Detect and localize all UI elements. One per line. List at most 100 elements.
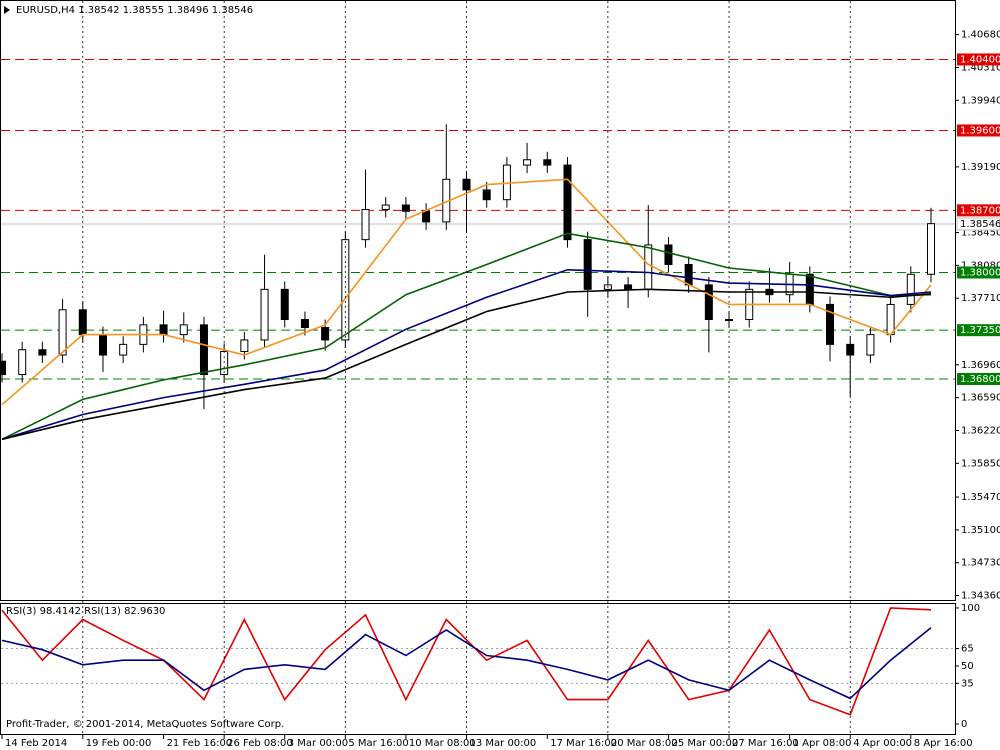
candle-body xyxy=(260,288,269,341)
level-label-box xyxy=(957,372,1000,385)
y-tick-label: 1.39190 xyxy=(961,162,1000,173)
candle-body xyxy=(98,334,107,356)
candle-body xyxy=(381,204,390,210)
x-tick-label: 21 Feb 16:00 xyxy=(167,738,233,749)
candle-body xyxy=(38,349,47,356)
x-tick-label: 27 Mar 16:00 xyxy=(732,738,799,749)
price-panel: 1.40680 1.40310 1.39940 1.39190 1.38450 1.380… xyxy=(0,30,1000,602)
x-tick-label: 13 Mar 00:00 xyxy=(470,738,537,749)
level-label-box xyxy=(957,324,1000,337)
candle-body xyxy=(179,324,188,336)
level-label: 1.38000 xyxy=(960,267,1000,278)
x-tick-label: 3 Mar 00:00 xyxy=(288,738,348,749)
level-label-box xyxy=(957,53,1000,66)
candle-body xyxy=(583,239,592,290)
candle-body xyxy=(684,263,693,286)
candle-body xyxy=(199,324,208,376)
last-price-label: 1.38546 xyxy=(960,219,1000,230)
line-series xyxy=(1,178,932,406)
candle-body xyxy=(119,343,128,356)
candle-body xyxy=(482,189,491,201)
candle-body xyxy=(543,159,552,166)
candle-body xyxy=(846,343,855,356)
title-icon xyxy=(4,6,10,14)
candle-body xyxy=(805,273,814,305)
x-tick-label: 14 Feb 2014 xyxy=(5,738,67,749)
y-tick-label: 65 xyxy=(961,644,974,655)
chart-title: EURUSD,H4 1.38542 1.38555 1.38496 1.3854… xyxy=(16,5,253,16)
y-tick-label: 1.36590 xyxy=(961,393,1000,404)
x-tick-label: 17 Mar 16:00 xyxy=(550,738,617,749)
candle-body xyxy=(401,204,410,212)
line-series xyxy=(1,268,932,441)
watermark: Profit-Trader, © 2001-2014, MetaQuotes S… xyxy=(6,719,284,730)
last-price-box xyxy=(956,217,1000,231)
y-tick-label: 1.35850 xyxy=(961,458,1000,469)
level-label: 1.38700 xyxy=(960,205,1000,216)
line-series xyxy=(1,288,932,441)
y-tick-label: 100 xyxy=(961,603,980,614)
candle-body xyxy=(58,309,67,356)
candle-body xyxy=(159,324,168,336)
candle-body xyxy=(300,319,309,329)
level-label: 1.36800 xyxy=(960,374,1000,385)
y-tick-label: 35 xyxy=(961,678,974,689)
candle-body xyxy=(341,239,350,341)
candle-body xyxy=(866,334,875,356)
y-tick-label: 1.40310 xyxy=(961,62,1000,73)
candle-body xyxy=(321,327,330,341)
x-tick-label: 10 Mar 08:00 xyxy=(409,738,476,749)
y-tick-label: 1.37710 xyxy=(961,293,1000,304)
candle-body xyxy=(280,288,289,321)
candle-body xyxy=(422,210,431,223)
candle-body xyxy=(240,339,249,352)
y-tick-label: 1.34360 xyxy=(961,591,1000,602)
candle-body xyxy=(18,349,27,376)
level-label: 1.37350 xyxy=(960,325,1000,336)
x-tick-label: 8 Apr 16:00 xyxy=(914,738,973,749)
candle-body xyxy=(0,360,6,376)
candle-body xyxy=(523,159,532,166)
rsi-title: RSI(3) 98.4142 RSI(13) 82.9630 xyxy=(6,606,165,617)
y-tick-label: 0 xyxy=(961,719,967,730)
y-tick-label: 1.34730 xyxy=(961,558,1000,569)
line-series xyxy=(1,232,932,441)
y-tick-label: 1.39940 xyxy=(961,95,1000,106)
candle-body xyxy=(826,303,835,345)
y-tick-label: 1.38450 xyxy=(961,228,1000,239)
candle-body xyxy=(563,164,572,241)
y-tick-label: 1.36220 xyxy=(961,425,1000,436)
x-tick-label: 20 Mar 08:00 xyxy=(611,738,678,749)
x-tick-label: 1 Apr 08:00 xyxy=(793,738,852,749)
candle-body xyxy=(725,319,734,322)
level-label: 1.39600 xyxy=(960,125,1000,136)
level-label-box xyxy=(957,266,1000,279)
candle-body xyxy=(462,178,471,191)
candle-body xyxy=(704,284,713,321)
y-tick-label: 1.40680 xyxy=(961,30,1000,41)
x-tick-label: 19 Feb 00:00 xyxy=(86,738,152,749)
line-series xyxy=(1,607,932,716)
y-tick-label: 1.36960 xyxy=(961,360,1000,371)
candle-body xyxy=(906,273,915,305)
candle-body xyxy=(927,223,935,275)
level-label: 1.40400 xyxy=(960,54,1000,65)
candle-body xyxy=(644,244,653,290)
rsi-border xyxy=(0,603,956,735)
price-border xyxy=(0,0,956,601)
level-label-box xyxy=(957,204,1000,217)
candle-body xyxy=(624,284,633,290)
x-tick-label: 5 Mar 16:00 xyxy=(348,738,408,749)
y-tick-label: 50 xyxy=(961,661,974,672)
y-tick-label: 1.35100 xyxy=(961,525,1000,536)
y-tick-label: 1.38080 xyxy=(961,260,1000,271)
candle-body xyxy=(361,208,370,241)
x-tick-label: 26 Feb 08:00 xyxy=(227,738,293,749)
x-tick-label: 25 Mar 00:00 xyxy=(671,738,738,749)
y-tick-label: 1.35470 xyxy=(961,492,1000,503)
candle-body xyxy=(886,303,895,336)
level-label-box xyxy=(957,124,1000,137)
x-tick-label: 4 Apr 00:00 xyxy=(853,738,912,749)
